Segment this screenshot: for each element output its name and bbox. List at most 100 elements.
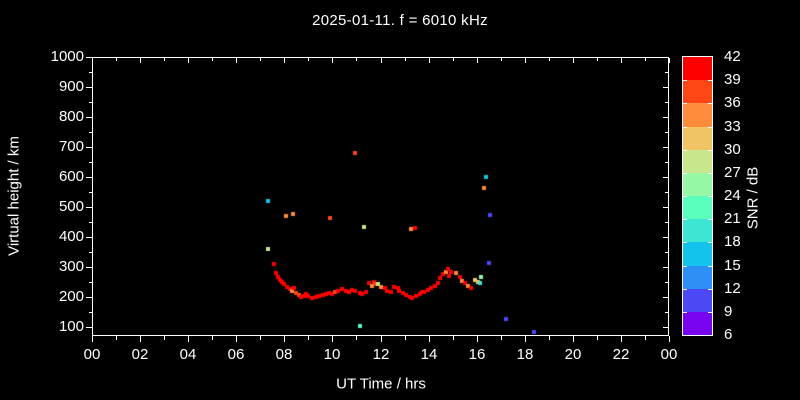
y-minor-tick-right <box>665 102 668 103</box>
x-major-tick-top <box>621 58 622 63</box>
y-tick-label: 800 <box>58 108 84 125</box>
x-major-tick <box>621 336 622 342</box>
y-major-tick-right <box>663 177 668 178</box>
y-major-tick-right <box>663 267 668 268</box>
x-major-tick <box>429 336 430 342</box>
x-major-tick-top <box>477 58 478 63</box>
x-tick-label: 22 <box>612 346 630 363</box>
colorbar-boundary-notch <box>708 219 712 220</box>
colorbar-boundary-notch <box>708 173 712 174</box>
x-tick-label: 08 <box>275 346 293 363</box>
y-minor-tick-right <box>665 222 668 223</box>
chart-title: 2025-01-11. f = 6010 kHz <box>312 12 488 29</box>
y-tick-label: 900 <box>58 78 84 95</box>
colorbar-segment <box>683 219 712 243</box>
x-minor-tick-top <box>645 58 646 61</box>
x-minor-tick <box>549 336 550 340</box>
x-tick-label: 02 <box>131 346 149 363</box>
y-tick-label: 400 <box>58 228 84 245</box>
colorbar-boundary-notch <box>708 103 712 104</box>
x-minor-tick <box>116 336 117 340</box>
y-major-tick-right <box>663 117 668 118</box>
y-major-tick <box>86 147 92 148</box>
y-major-tick <box>86 177 92 178</box>
x-major-tick-top <box>525 58 526 63</box>
x-minor-tick-top <box>597 58 598 61</box>
x-tick-label: 14 <box>420 346 438 363</box>
x-major-tick <box>140 336 141 342</box>
colorbar-segment <box>683 196 712 220</box>
y-tick-label: 500 <box>58 198 84 215</box>
colorbar-tick-label: 33 <box>724 118 741 135</box>
x-minor-tick <box>597 336 598 340</box>
x-minor-tick <box>164 336 165 340</box>
x-tick-label: 00 <box>83 346 101 363</box>
colorbar-tick-label: 42 <box>724 48 741 65</box>
x-minor-tick <box>308 336 309 340</box>
x-minor-tick <box>645 336 646 340</box>
x-major-tick-top <box>236 58 237 63</box>
x-minor-tick-top <box>405 58 406 61</box>
x-minor-tick <box>212 336 213 340</box>
y-minor-tick <box>89 252 92 253</box>
y-minor-tick-right <box>665 132 668 133</box>
x-minor-tick-top <box>356 58 357 61</box>
x-major-tick-top <box>573 58 574 63</box>
x-major-tick-top <box>381 58 382 63</box>
colorbar-tick-label: 12 <box>724 280 741 297</box>
colorbar-boundary-notch <box>683 312 687 313</box>
y-minor-tick-right <box>665 192 668 193</box>
y-minor-tick-right <box>665 312 668 313</box>
colorbar-boundary-notch <box>683 242 687 243</box>
colorbar-boundary-notch <box>708 80 712 81</box>
x-minor-tick <box>453 336 454 340</box>
x-minor-tick <box>356 336 357 340</box>
y-major-tick <box>86 87 92 88</box>
colorbar-segment <box>683 265 712 289</box>
y-tick-label: 200 <box>58 288 84 305</box>
y-minor-tick <box>89 282 92 283</box>
x-major-tick <box>332 336 333 342</box>
y-minor-tick <box>89 312 92 313</box>
colorbar-segment <box>683 126 712 150</box>
x-minor-tick <box>501 336 502 340</box>
x-minor-tick-top <box>308 58 309 61</box>
x-major-tick <box>92 336 93 342</box>
x-minor-tick-top <box>116 58 117 61</box>
x-minor-tick-top <box>501 58 502 61</box>
colorbar-segment <box>683 288 712 312</box>
y-major-tick-right <box>663 87 668 88</box>
colorbar-tick-label: 39 <box>724 71 741 88</box>
y-major-tick-right <box>663 297 668 298</box>
x-major-tick-top <box>140 58 141 63</box>
y-major-tick <box>86 57 92 58</box>
colorbar-segment <box>683 57 712 81</box>
x-tick-label: 18 <box>516 346 534 363</box>
colorbar-segment <box>683 149 712 173</box>
y-major-tick <box>86 117 92 118</box>
x-major-tick-top <box>284 58 285 63</box>
y-minor-tick <box>89 102 92 103</box>
colorbar-boundary-notch <box>683 127 687 128</box>
scatter-points-canvas <box>92 57 669 336</box>
y-major-tick-right <box>663 327 668 328</box>
colorbar-segment <box>683 311 712 336</box>
y-major-tick <box>86 327 92 328</box>
colorbar-boundary-notch <box>683 173 687 174</box>
y-tick-label: 700 <box>58 138 84 155</box>
y-tick-label: 300 <box>58 258 84 275</box>
colorbar-boundary-notch <box>683 103 687 104</box>
y-minor-tick-right <box>665 162 668 163</box>
x-major-tick <box>188 336 189 342</box>
x-minor-tick-top <box>164 58 165 61</box>
x-major-tick <box>573 336 574 342</box>
x-tick-label: 06 <box>227 346 245 363</box>
x-minor-tick-top <box>260 58 261 61</box>
colorbar-tick-label: 15 <box>724 257 741 274</box>
x-tick-label: 10 <box>323 346 341 363</box>
y-minor-tick-right <box>665 282 668 283</box>
x-minor-tick-top <box>549 58 550 61</box>
x-major-tick <box>381 336 382 342</box>
y-tick-label: 100 <box>58 318 84 335</box>
